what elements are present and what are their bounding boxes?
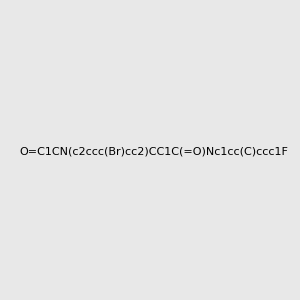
Text: O=C1CN(c2ccc(Br)cc2)CC1C(=O)Nc1cc(C)ccc1F: O=C1CN(c2ccc(Br)cc2)CC1C(=O)Nc1cc(C)ccc1…: [19, 146, 288, 157]
